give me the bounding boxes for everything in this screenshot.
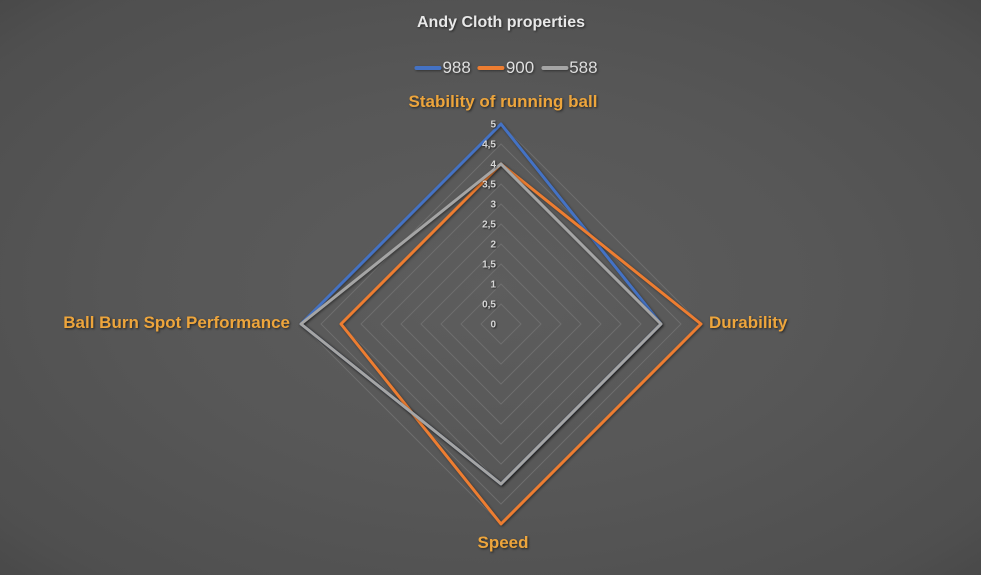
grid-ring: [400, 223, 602, 425]
legend-label: 588: [569, 58, 598, 77]
grid-ring: [320, 143, 682, 505]
axis-label-ball-burn: Ball Burn Spot Performance: [63, 313, 290, 332]
legend-swatch-orange: [477, 66, 505, 70]
radial-tick-label: 4: [490, 160, 496, 171]
legend-item-588[interactable]: 588: [541, 58, 598, 78]
radial-tick-label: 1,5: [482, 260, 496, 271]
grid-ring: [460, 283, 542, 365]
legend-label: 900: [505, 58, 535, 77]
grid-ring: [420, 243, 582, 405]
grid-ring: [340, 163, 662, 485]
legend-label: 988: [442, 58, 471, 77]
legend-swatch-gray: [541, 66, 569, 70]
radial-tick-label: 0,5: [482, 300, 496, 311]
grid-ring: [380, 203, 622, 445]
axis-label-durability: Durability: [709, 313, 788, 332]
chart-legend: 988 900 588: [414, 58, 598, 78]
chart-title[interactable]: Andy Cloth properties: [416, 14, 586, 31]
radial-tick-label: 4,5: [482, 140, 496, 151]
radial-tick-label: 0: [490, 320, 496, 331]
legend-item-900[interactable]: 900: [477, 58, 535, 78]
radial-tick-label: 3: [490, 200, 496, 211]
series-588[interactable]: [299, 162, 663, 486]
legend-swatch-blue: [414, 66, 442, 70]
radial-tick-label: 1: [490, 280, 496, 291]
grid-ring: [360, 183, 642, 465]
grid-ring: [440, 263, 562, 385]
axis-label-stability: Stability of running ball: [408, 92, 598, 111]
grid-ring: [480, 303, 522, 345]
legend-item-988[interactable]: 988: [414, 58, 471, 78]
axis-label-speed: Speed: [477, 533, 529, 552]
radial-tick-label: 5: [490, 120, 496, 131]
radial-tick-label: 2: [490, 240, 496, 251]
radial-tick-label: 3,5: [482, 180, 496, 191]
series-900[interactable]: [339, 162, 703, 526]
radial-tick-label: 2,5: [482, 220, 496, 231]
